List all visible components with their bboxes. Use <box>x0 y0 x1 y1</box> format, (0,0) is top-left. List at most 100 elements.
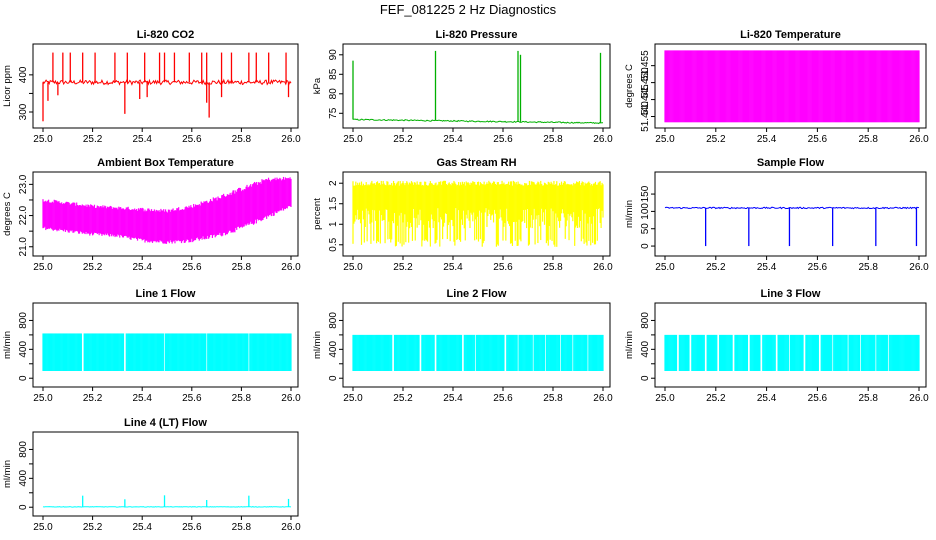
x-tick-label: 25.6 <box>493 134 513 145</box>
x-tick-label: 25.8 <box>232 393 252 404</box>
y-tick-label: 400 <box>18 341 29 358</box>
y-tick-label: 150 <box>640 185 651 202</box>
x-tick-label: 25.8 <box>858 262 878 273</box>
x-tick-label: 26.0 <box>909 134 929 145</box>
chart-panel-2: Li-820 Pressure 25.0 25.2 25.4 25.6 25.8 26.0 7… <box>312 29 613 145</box>
y-axis-label: ml/min <box>312 331 323 359</box>
x-tick-label: 25.0 <box>33 522 53 533</box>
x-tick-label: 26.0 <box>593 393 613 404</box>
x-tick-label: 25.0 <box>655 393 675 404</box>
chart-frame <box>32 43 299 129</box>
y-axis-label: Licor ppm <box>2 65 13 107</box>
chart-title: Li-820 Pressure <box>436 29 518 41</box>
y-tick-label: 23.0 <box>18 174 29 194</box>
x-tick-label: 25.4 <box>757 134 777 145</box>
y-tick-label: 300 <box>18 103 29 120</box>
y-tick-label: 1 <box>328 221 339 227</box>
chart-panel-7: Line 1 Flow 25.0 25.2 25.4 25.6 25.8 26.0 0 400 8… <box>2 288 301 404</box>
x-tick-label: 25.0 <box>343 134 363 145</box>
x-tick-label: 26.0 <box>593 134 613 145</box>
x-tick-label: 25.0 <box>343 393 363 404</box>
x-tick-label: 25.4 <box>443 262 463 273</box>
y-axis-label: ml/min <box>2 331 13 359</box>
y-tick-label: 100 <box>640 203 651 220</box>
chart-series <box>42 333 292 371</box>
chart-panel-4: Ambient Box Temperature 25.0 25.2 25.4 25.6 2… <box>2 157 301 273</box>
y-tick-label: 400 <box>328 341 339 358</box>
x-tick-label: 25.6 <box>182 262 202 273</box>
y-tick-label: 800 <box>18 312 29 329</box>
chart-frame <box>342 43 611 129</box>
x-tick-label: 25.4 <box>757 262 777 273</box>
x-tick-label: 25.2 <box>706 262 726 273</box>
x-tick-label: 25.0 <box>343 262 363 273</box>
chart-frame <box>32 302 299 388</box>
x-tick-label: 25.2 <box>83 262 103 273</box>
x-tick-label: 25.2 <box>83 522 103 533</box>
x-tick-label: 25.0 <box>33 262 53 273</box>
x-tick-label: 25.6 <box>493 393 513 404</box>
y-tick-label: 800 <box>328 312 339 329</box>
y-tick-label: 800 <box>18 441 29 458</box>
y-tick-label: 22.0 <box>18 205 29 225</box>
chart-title: Sample Flow <box>757 157 825 169</box>
x-tick-label: 25.4 <box>132 393 152 404</box>
y-tick-label: 21.0 <box>18 237 29 257</box>
chart-frame <box>654 171 927 257</box>
x-tick-label: 25.8 <box>858 393 878 404</box>
x-tick-label: 25.8 <box>232 262 252 273</box>
x-tick-label: 25.6 <box>182 134 202 145</box>
chart-title: Ambient Box Temperature <box>97 157 234 169</box>
x-tick-label: 26.0 <box>593 262 613 273</box>
x-tick-label: 25.0 <box>655 262 675 273</box>
y-tick-label: 0 <box>18 504 29 510</box>
chart-panel-1: Li-820 CO2 25.0 25.2 25.4 25.6 25.8 26.0 300 400… <box>2 29 301 145</box>
x-tick-label: 25.8 <box>232 522 252 533</box>
y-tick-label: 0 <box>18 375 29 381</box>
chart-frame <box>32 431 299 517</box>
y-tick-label: 800 <box>640 312 651 329</box>
y-tick-label: 51.445 <box>640 84 651 115</box>
y-tick-label: 400 <box>18 66 29 83</box>
x-tick-label: 26.0 <box>909 262 929 273</box>
chart-series <box>352 180 604 247</box>
x-tick-label: 26.0 <box>281 134 301 145</box>
chart-series-line <box>664 206 920 210</box>
x-tick-label: 25.4 <box>757 393 777 404</box>
x-tick-label: 25.4 <box>132 522 152 533</box>
x-tick-label: 26.0 <box>281 393 301 404</box>
chart-series <box>664 50 920 123</box>
y-tick-label: 400 <box>18 470 29 487</box>
y-axis-label: ml/min <box>624 331 635 359</box>
x-tick-label: 25.2 <box>83 393 103 404</box>
x-tick-label: 25.2 <box>393 134 413 145</box>
x-tick-label: 25.2 <box>706 134 726 145</box>
chart-frame <box>342 302 611 388</box>
chart-title: Line 3 Flow <box>761 288 821 300</box>
chart-series-line <box>352 118 603 125</box>
chart-series <box>664 334 920 371</box>
y-tick-label: 51.450 <box>640 67 651 98</box>
y-tick-label: 0 <box>328 375 339 381</box>
x-tick-label: 26.0 <box>909 393 929 404</box>
y-tick-label: 50 <box>640 223 651 235</box>
chart-title: Line 2 Flow <box>447 288 507 300</box>
chart-series-line <box>42 506 292 508</box>
chart-title: Li-820 Temperature <box>740 29 841 41</box>
x-tick-label: 25.4 <box>132 262 152 273</box>
y-axis-label: degrees C <box>2 192 13 236</box>
chart-series <box>42 52 292 122</box>
y-tick-label: 85 <box>328 68 339 80</box>
x-tick-label: 25.0 <box>33 134 53 145</box>
x-tick-label: 25.8 <box>543 393 563 404</box>
x-tick-label: 25.6 <box>182 522 202 533</box>
y-tick-label: 75 <box>328 107 339 119</box>
x-tick-label: 26.0 <box>281 262 301 273</box>
y-axis-label: ml/min <box>2 460 13 488</box>
y-tick-label: 0 <box>640 375 651 381</box>
chart-series <box>352 50 603 125</box>
x-tick-label: 25.2 <box>706 393 726 404</box>
y-axis-label: degrees C <box>624 64 635 108</box>
y-axis-label: kPa <box>312 77 323 94</box>
x-tick-label: 25.8 <box>858 134 878 145</box>
